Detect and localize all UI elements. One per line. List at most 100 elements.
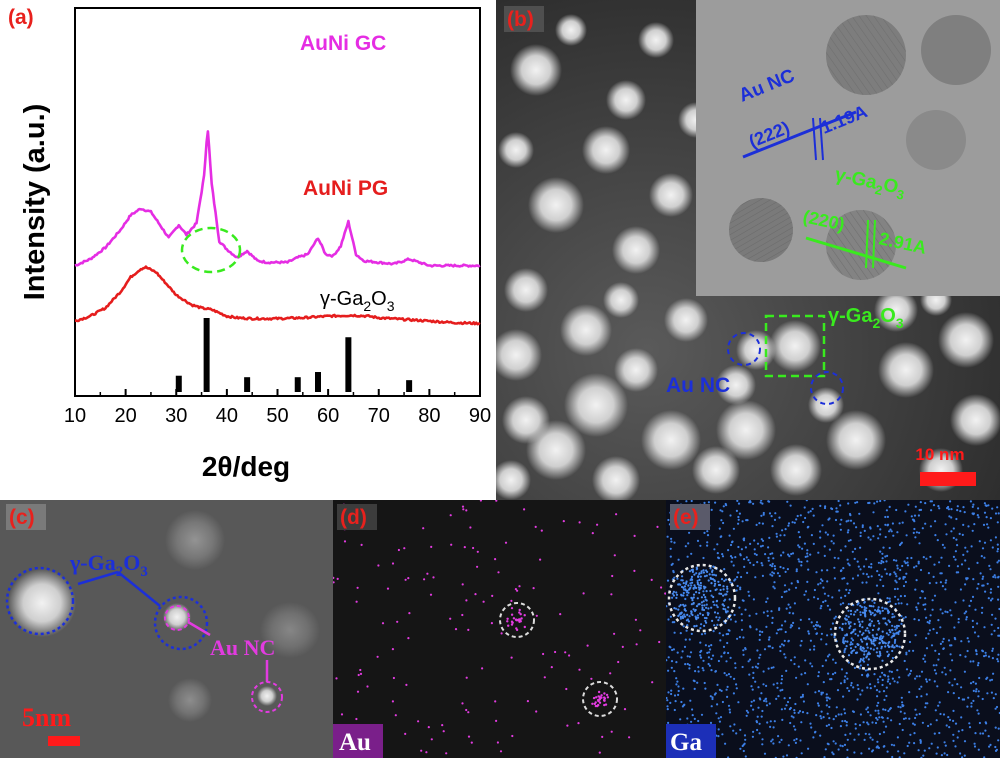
- ga-signal-dot: [914, 505, 917, 508]
- ga-signal-dot: [844, 634, 847, 637]
- ga-signal-dot: [667, 656, 670, 659]
- ga-signal-dot: [853, 738, 856, 741]
- ga-signal-dot: [682, 625, 685, 628]
- ga-signal-dot: [820, 691, 823, 694]
- ga-signal-dot: [712, 595, 715, 599]
- ga-signal-dot: [782, 567, 785, 570]
- ga-signal-dot: [692, 587, 695, 590]
- ga-signal-dot: [914, 588, 917, 591]
- ga-signal-dot: [924, 603, 927, 606]
- ga-signal-dot: [755, 612, 758, 615]
- ga-signal-dot: [751, 688, 754, 691]
- ga-signal-dot: [699, 584, 703, 587]
- ga-signal-dot: [846, 677, 849, 680]
- ga-signal-dot: [706, 651, 709, 654]
- ga-signal-dot: [717, 717, 720, 720]
- ga-signal-dot: [872, 535, 875, 538]
- ga-signal-dot: [780, 643, 784, 646]
- ga-signal-dot: [685, 619, 688, 622]
- ga-signal-dot: [725, 504, 728, 507]
- ga-signal-dot: [706, 534, 710, 537]
- scale-bar-label: 5nm: [22, 703, 71, 732]
- ga-signal-dot: [714, 670, 717, 673]
- au-signal-dot: [664, 592, 666, 595]
- ga-signal-dot: [742, 649, 745, 652]
- ga-signal-dot: [735, 732, 738, 735]
- ga-signal-dot: [743, 537, 746, 540]
- chart-axes: [74, 7, 481, 397]
- ga-signal-dot: [672, 594, 675, 597]
- ga-signal-dot: [750, 704, 753, 707]
- ga-signal-dot: [857, 634, 860, 637]
- au-signal-dot: [610, 593, 613, 596]
- ga-signal-dot: [938, 731, 941, 735]
- ga-signal-dot: [869, 611, 872, 614]
- ga-signal-dot: [992, 575, 995, 578]
- ga-signal-dot: [946, 753, 949, 757]
- ga-signal-dot: [729, 618, 732, 621]
- ga-signal-dot: [755, 523, 758, 526]
- ga-signal-dot: [968, 604, 971, 607]
- ga-signal-dot: [774, 567, 777, 570]
- ga-signal-dot: [769, 564, 772, 567]
- ga-signal-dot: [761, 574, 764, 577]
- au-signal-dot: [543, 676, 546, 679]
- ga-signal-dot: [693, 687, 696, 690]
- ga-signal-dot: [705, 599, 708, 602]
- ga-signal-dot: [688, 615, 691, 618]
- au-signal-dot: [494, 558, 497, 561]
- au-signal-dot: [386, 587, 390, 590]
- ga-signal-dot: [987, 526, 990, 529]
- ga-signal-dot: [872, 511, 875, 514]
- ga-signal-dot: [988, 564, 991, 567]
- ga-signal-dot: [893, 625, 896, 628]
- ga-signal-dot: [967, 525, 970, 528]
- au-signal-dot: [507, 624, 510, 627]
- ga-signal-dot: [787, 522, 791, 525]
- ga-signal-dot: [831, 673, 835, 676]
- ga-signal-dot: [888, 600, 892, 603]
- au-signal-dots: [333, 500, 666, 756]
- ga2o3-highlight-box: [764, 314, 826, 378]
- ga-signal-dot: [762, 513, 765, 516]
- ga-signal-dot: [781, 718, 784, 721]
- ga-signal-dot: [676, 651, 679, 654]
- au-signal-dot: [407, 577, 410, 580]
- ga-signal-dot: [978, 676, 981, 680]
- ga-signal-dot: [990, 633, 993, 636]
- ga-signal-dot: [783, 707, 787, 710]
- ga-signal-dot: [679, 617, 682, 620]
- au-signal-dot: [430, 545, 433, 548]
- ga-signal-dot: [937, 704, 940, 707]
- ga-signal-dot: [891, 656, 894, 660]
- ga-signal-dot: [976, 514, 979, 517]
- ga-signal-dot: [936, 685, 939, 688]
- ga-signal-dot: [716, 623, 719, 626]
- ga-signal-dot: [711, 569, 714, 572]
- au-signal-dot: [635, 643, 638, 646]
- ga-signal-dot: [950, 614, 953, 617]
- ga-signal-dot: [997, 576, 1000, 579]
- ga-signal-dot: [895, 559, 898, 562]
- ga-signal-dot: [690, 569, 693, 572]
- nanoparticle: [716, 365, 756, 405]
- ga-signal-dot: [859, 664, 862, 667]
- ga-signal-dot: [822, 600, 825, 604]
- stem-image-c: γ-Ga2O3 Au NC 5nm (c): [0, 500, 333, 758]
- ga-signal-dot: [760, 692, 763, 695]
- au-signal-dot: [603, 692, 606, 695]
- ga-signal-dot: [958, 532, 961, 535]
- ga-signal-dot: [794, 586, 798, 589]
- nanoparticle: [826, 410, 886, 470]
- ga-signal-dot: [758, 722, 761, 725]
- ga-signal-dot: [898, 522, 901, 525]
- au-signal-dot: [465, 708, 468, 712]
- ga-signal-dot: [673, 694, 677, 697]
- ga-signal-dot: [756, 542, 760, 545]
- ga-signal-dot: [762, 670, 765, 673]
- au-signal-dot: [391, 562, 395, 565]
- ga-signal-dot: [697, 575, 700, 578]
- au-lattice-tick: [819, 117, 824, 161]
- panel-d-label: (d): [340, 506, 367, 529]
- ga-signal-dot: [819, 536, 822, 539]
